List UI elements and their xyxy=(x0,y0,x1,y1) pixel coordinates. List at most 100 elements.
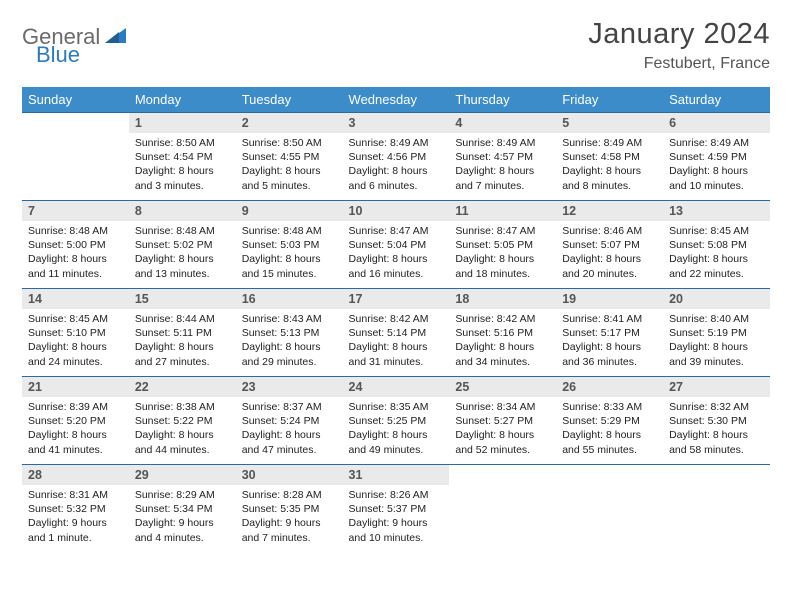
calendar-day: 13Sunrise: 8:45 AMSunset: 5:08 PMDayligh… xyxy=(663,201,770,289)
calendar-row: 21Sunrise: 8:39 AMSunset: 5:20 PMDayligh… xyxy=(22,377,770,465)
weekday-header: Sunday xyxy=(22,87,129,113)
weekday-header: Friday xyxy=(556,87,663,113)
calendar-table: SundayMondayTuesdayWednesdayThursdayFrid… xyxy=(22,87,770,553)
day-number: 27 xyxy=(663,377,770,397)
day-details: Sunrise: 8:38 AMSunset: 5:22 PMDaylight:… xyxy=(129,397,236,460)
day-details: Sunrise: 8:49 AMSunset: 4:58 PMDaylight:… xyxy=(556,133,663,196)
day-details: Sunrise: 8:42 AMSunset: 5:14 PMDaylight:… xyxy=(343,309,450,372)
calendar-empty xyxy=(22,113,129,201)
day-details: Sunrise: 8:28 AMSunset: 5:35 PMDaylight:… xyxy=(236,485,343,548)
day-details: Sunrise: 8:34 AMSunset: 5:27 PMDaylight:… xyxy=(449,397,556,460)
calendar-day: 17Sunrise: 8:42 AMSunset: 5:14 PMDayligh… xyxy=(343,289,450,377)
day-number: 21 xyxy=(22,377,129,397)
calendar-row: 14Sunrise: 8:45 AMSunset: 5:10 PMDayligh… xyxy=(22,289,770,377)
calendar-day: 10Sunrise: 8:47 AMSunset: 5:04 PMDayligh… xyxy=(343,201,450,289)
day-details: Sunrise: 8:41 AMSunset: 5:17 PMDaylight:… xyxy=(556,309,663,372)
day-number: 16 xyxy=(236,289,343,309)
calendar-day: 25Sunrise: 8:34 AMSunset: 5:27 PMDayligh… xyxy=(449,377,556,465)
day-number: 19 xyxy=(556,289,663,309)
day-number: 3 xyxy=(343,113,450,133)
weekday-header: Tuesday xyxy=(236,87,343,113)
calendar-empty xyxy=(556,465,663,553)
calendar-day: 24Sunrise: 8:35 AMSunset: 5:25 PMDayligh… xyxy=(343,377,450,465)
day-number: 4 xyxy=(449,113,556,133)
day-number: 31 xyxy=(343,465,450,485)
day-details: Sunrise: 8:37 AMSunset: 5:24 PMDaylight:… xyxy=(236,397,343,460)
day-details: Sunrise: 8:43 AMSunset: 5:13 PMDaylight:… xyxy=(236,309,343,372)
day-number: 2 xyxy=(236,113,343,133)
logo-text-blue: Blue xyxy=(36,42,80,67)
day-number: 7 xyxy=(22,201,129,221)
calendar-day: 27Sunrise: 8:32 AMSunset: 5:30 PMDayligh… xyxy=(663,377,770,465)
calendar-day: 16Sunrise: 8:43 AMSunset: 5:13 PMDayligh… xyxy=(236,289,343,377)
day-number: 10 xyxy=(343,201,450,221)
day-number: 26 xyxy=(556,377,663,397)
day-number: 9 xyxy=(236,201,343,221)
day-number: 18 xyxy=(449,289,556,309)
day-details: Sunrise: 8:47 AMSunset: 5:05 PMDaylight:… xyxy=(449,221,556,284)
day-number: 29 xyxy=(129,465,236,485)
day-number: 6 xyxy=(663,113,770,133)
day-details: Sunrise: 8:32 AMSunset: 5:30 PMDaylight:… xyxy=(663,397,770,460)
day-details: Sunrise: 8:45 AMSunset: 5:10 PMDaylight:… xyxy=(22,309,129,372)
weekday-header: Monday xyxy=(129,87,236,113)
calendar-day: 2Sunrise: 8:50 AMSunset: 4:55 PMDaylight… xyxy=(236,113,343,201)
calendar-empty xyxy=(663,465,770,553)
day-number: 13 xyxy=(663,201,770,221)
day-details: Sunrise: 8:49 AMSunset: 4:59 PMDaylight:… xyxy=(663,133,770,196)
calendar-day: 26Sunrise: 8:33 AMSunset: 5:29 PMDayligh… xyxy=(556,377,663,465)
day-number: 8 xyxy=(129,201,236,221)
calendar-day: 21Sunrise: 8:39 AMSunset: 5:20 PMDayligh… xyxy=(22,377,129,465)
day-details: Sunrise: 8:39 AMSunset: 5:20 PMDaylight:… xyxy=(22,397,129,460)
day-details: Sunrise: 8:50 AMSunset: 4:55 PMDaylight:… xyxy=(236,133,343,196)
day-details: Sunrise: 8:31 AMSunset: 5:32 PMDaylight:… xyxy=(22,485,129,548)
day-number: 30 xyxy=(236,465,343,485)
page: General January 2024 Festubert, France B… xyxy=(0,0,792,563)
day-details: Sunrise: 8:48 AMSunset: 5:00 PMDaylight:… xyxy=(22,221,129,284)
calendar-empty xyxy=(449,465,556,553)
calendar-day: 7Sunrise: 8:48 AMSunset: 5:00 PMDaylight… xyxy=(22,201,129,289)
day-details: Sunrise: 8:46 AMSunset: 5:07 PMDaylight:… xyxy=(556,221,663,284)
calendar-body: 1Sunrise: 8:50 AMSunset: 4:54 PMDaylight… xyxy=(22,113,770,553)
day-number: 14 xyxy=(22,289,129,309)
title-block: January 2024 Festubert, France xyxy=(588,18,770,73)
weekday-header: Thursday xyxy=(449,87,556,113)
day-details: Sunrise: 8:35 AMSunset: 5:25 PMDaylight:… xyxy=(343,397,450,460)
calendar-day: 14Sunrise: 8:45 AMSunset: 5:10 PMDayligh… xyxy=(22,289,129,377)
day-number: 1 xyxy=(129,113,236,133)
calendar-day: 5Sunrise: 8:49 AMSunset: 4:58 PMDaylight… xyxy=(556,113,663,201)
day-details: Sunrise: 8:33 AMSunset: 5:29 PMDaylight:… xyxy=(556,397,663,460)
calendar-day: 23Sunrise: 8:37 AMSunset: 5:24 PMDayligh… xyxy=(236,377,343,465)
logo-mark-icon xyxy=(105,26,127,49)
day-details: Sunrise: 8:49 AMSunset: 4:57 PMDaylight:… xyxy=(449,133,556,196)
day-number: 11 xyxy=(449,201,556,221)
day-number: 28 xyxy=(22,465,129,485)
calendar-row: 7Sunrise: 8:48 AMSunset: 5:00 PMDaylight… xyxy=(22,201,770,289)
calendar-day: 18Sunrise: 8:42 AMSunset: 5:16 PMDayligh… xyxy=(449,289,556,377)
calendar-row: 28Sunrise: 8:31 AMSunset: 5:32 PMDayligh… xyxy=(22,465,770,553)
calendar-day: 3Sunrise: 8:49 AMSunset: 4:56 PMDaylight… xyxy=(343,113,450,201)
day-details: Sunrise: 8:50 AMSunset: 4:54 PMDaylight:… xyxy=(129,133,236,196)
calendar-day: 6Sunrise: 8:49 AMSunset: 4:59 PMDaylight… xyxy=(663,113,770,201)
calendar-day: 22Sunrise: 8:38 AMSunset: 5:22 PMDayligh… xyxy=(129,377,236,465)
calendar-day: 4Sunrise: 8:49 AMSunset: 4:57 PMDaylight… xyxy=(449,113,556,201)
day-details: Sunrise: 8:29 AMSunset: 5:34 PMDaylight:… xyxy=(129,485,236,548)
calendar-day: 29Sunrise: 8:29 AMSunset: 5:34 PMDayligh… xyxy=(129,465,236,553)
day-details: Sunrise: 8:44 AMSunset: 5:11 PMDaylight:… xyxy=(129,309,236,372)
calendar-day: 28Sunrise: 8:31 AMSunset: 5:32 PMDayligh… xyxy=(22,465,129,553)
calendar-day: 20Sunrise: 8:40 AMSunset: 5:19 PMDayligh… xyxy=(663,289,770,377)
day-details: Sunrise: 8:48 AMSunset: 5:03 PMDaylight:… xyxy=(236,221,343,284)
day-number: 23 xyxy=(236,377,343,397)
header: General January 2024 Festubert, France xyxy=(22,18,770,73)
calendar-day: 15Sunrise: 8:44 AMSunset: 5:11 PMDayligh… xyxy=(129,289,236,377)
calendar-day: 19Sunrise: 8:41 AMSunset: 5:17 PMDayligh… xyxy=(556,289,663,377)
calendar-day: 31Sunrise: 8:26 AMSunset: 5:37 PMDayligh… xyxy=(343,465,450,553)
calendar-day: 30Sunrise: 8:28 AMSunset: 5:35 PMDayligh… xyxy=(236,465,343,553)
calendar-row: 1Sunrise: 8:50 AMSunset: 4:54 PMDaylight… xyxy=(22,113,770,201)
day-details: Sunrise: 8:40 AMSunset: 5:19 PMDaylight:… xyxy=(663,309,770,372)
day-details: Sunrise: 8:49 AMSunset: 4:56 PMDaylight:… xyxy=(343,133,450,196)
weekday-header: Wednesday xyxy=(343,87,450,113)
day-details: Sunrise: 8:48 AMSunset: 5:02 PMDaylight:… xyxy=(129,221,236,284)
day-details: Sunrise: 8:47 AMSunset: 5:04 PMDaylight:… xyxy=(343,221,450,284)
weekday-header: Saturday xyxy=(663,87,770,113)
